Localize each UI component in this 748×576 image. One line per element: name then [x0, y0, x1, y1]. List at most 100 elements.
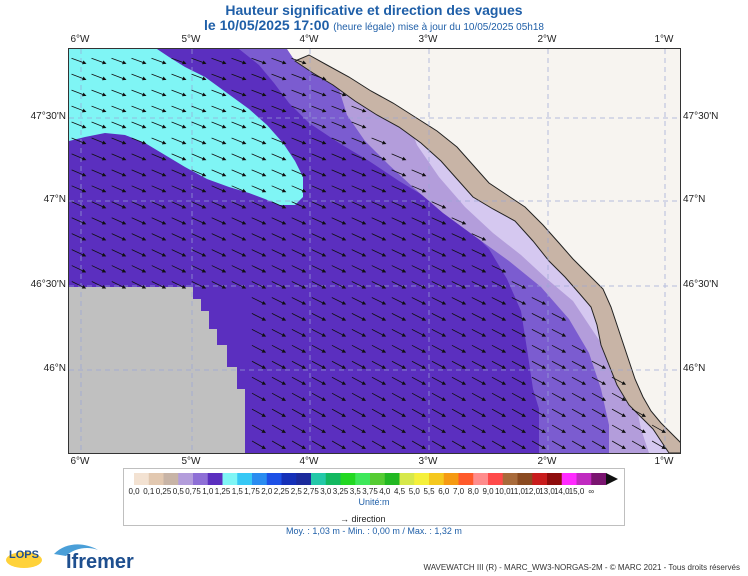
direction-arrow: [191, 137, 207, 145]
legend-tick-label: 5,0: [408, 487, 420, 496]
lon-tick-bottom: 6°W: [70, 456, 90, 467]
direction-arrow: [131, 201, 147, 209]
direction-arrow: [111, 265, 127, 273]
direction-arrow: [91, 281, 107, 289]
direction-arrow: [211, 233, 227, 241]
legend-swatch: [591, 473, 607, 485]
direction-arrow: [71, 201, 87, 209]
direction-arrow: [311, 281, 327, 289]
legend-swatch: [266, 473, 282, 485]
direction-arrow: [631, 408, 646, 417]
direction-arrow: [71, 169, 87, 177]
direction-arrow: [391, 408, 406, 417]
direction-arrow: [151, 249, 167, 257]
legend-swatch: [355, 473, 371, 485]
direction-arrow: [471, 344, 487, 353]
lat-tick-right: 47°N: [683, 194, 706, 205]
direction-arrow: [131, 137, 147, 145]
legend-tick-label: 3,75: [362, 487, 378, 496]
direction-arrow: [311, 153, 327, 161]
direction-arrow: [451, 265, 467, 273]
direction-arrow: [571, 408, 586, 417]
direction-arrow: [511, 424, 526, 433]
direction-arrow: [331, 153, 347, 161]
direction-key: → direction: [340, 514, 386, 524]
direction-arrow: [351, 360, 367, 369]
direction-arrow: [411, 201, 427, 209]
direction-arrow: [231, 105, 247, 113]
direction-arrow: [251, 249, 267, 257]
direction-arrow: [271, 329, 287, 337]
direction-arrow: [591, 392, 607, 401]
direction-arrow: [311, 121, 327, 129]
direction-arrow: [271, 169, 287, 177]
direction-arrow: [291, 89, 307, 97]
direction-arrow: [331, 217, 347, 225]
direction-arrow: [131, 121, 147, 129]
legend-tick-label: 3,5: [349, 487, 361, 496]
direction-arrow: [591, 408, 606, 417]
direction-arrow: [431, 424, 446, 433]
direction-arrow: [331, 313, 347, 321]
direction-arrow: [71, 121, 87, 129]
lon-tick-bottom: 5°W: [181, 456, 201, 467]
legend-tick-label: 2,25: [273, 487, 290, 496]
direction-arrow: [491, 344, 507, 353]
direction-arrow: [311, 201, 327, 209]
direction-arrow: [231, 265, 247, 273]
direction-arrow: [151, 281, 167, 289]
direction-arrow: [271, 137, 287, 145]
direction-arrow: [311, 360, 327, 369]
legend-swatch: [429, 473, 445, 485]
direction-arrow: [391, 297, 407, 305]
direction-arrow: [131, 217, 147, 225]
lon-tick-top: 4°W: [299, 34, 319, 45]
direction-arrow: [371, 249, 387, 257]
legend-tick-label: 1,0: [202, 487, 214, 496]
direction-arrow: [231, 233, 247, 241]
direction-arrow: [331, 105, 347, 113]
direction-arrow: [311, 440, 326, 449]
legend-tick-label: 4,0: [379, 487, 391, 496]
direction-arrow: [531, 392, 547, 401]
wave-map[interactable]: [68, 48, 681, 454]
direction-arrow: [191, 121, 207, 129]
lon-tick-bottom: 2°W: [537, 456, 557, 467]
direction-arrow: [571, 376, 587, 385]
direction-arrow: [351, 233, 367, 241]
direction-arrow: [351, 201, 367, 209]
direction-arrow: [551, 376, 567, 385]
legend-swatch: [281, 473, 297, 485]
direction-arrow: [351, 217, 367, 225]
direction-arrow: [251, 424, 266, 433]
direction-arrow: [291, 233, 307, 241]
direction-arrow: [291, 217, 307, 225]
direction-arrow: [331, 233, 347, 241]
direction-arrow: [511, 344, 527, 353]
legend-colorbar: [134, 473, 618, 485]
direction-arrow: [171, 153, 187, 161]
direction-arrow: [631, 424, 646, 433]
direction-arrow: [351, 440, 366, 449]
direction-arrow: [411, 344, 427, 353]
direction-arrow: [91, 185, 107, 193]
direction-arrow: [211, 137, 227, 145]
direction-arrow: [271, 313, 287, 321]
direction-arrow: [391, 424, 406, 433]
direction-arrow: [211, 217, 227, 225]
direction-arrow: [551, 440, 566, 449]
direction-arrow: [151, 105, 167, 113]
direction-arrow: [611, 392, 627, 401]
direction-arrow: [411, 329, 427, 337]
direction-arrow: [511, 297, 527, 305]
direction-arrow: [451, 360, 467, 369]
direction-arrow: [291, 408, 306, 417]
direction-arrow: [551, 313, 567, 321]
legend-swatch: [148, 473, 164, 485]
direction-arrow: [251, 329, 267, 337]
direction-arrow: [491, 440, 506, 449]
direction-arrow: [291, 153, 307, 161]
direction-arrow: [531, 344, 547, 353]
direction-arrow: [451, 344, 467, 353]
lon-tick-top: 6°W: [70, 34, 90, 45]
